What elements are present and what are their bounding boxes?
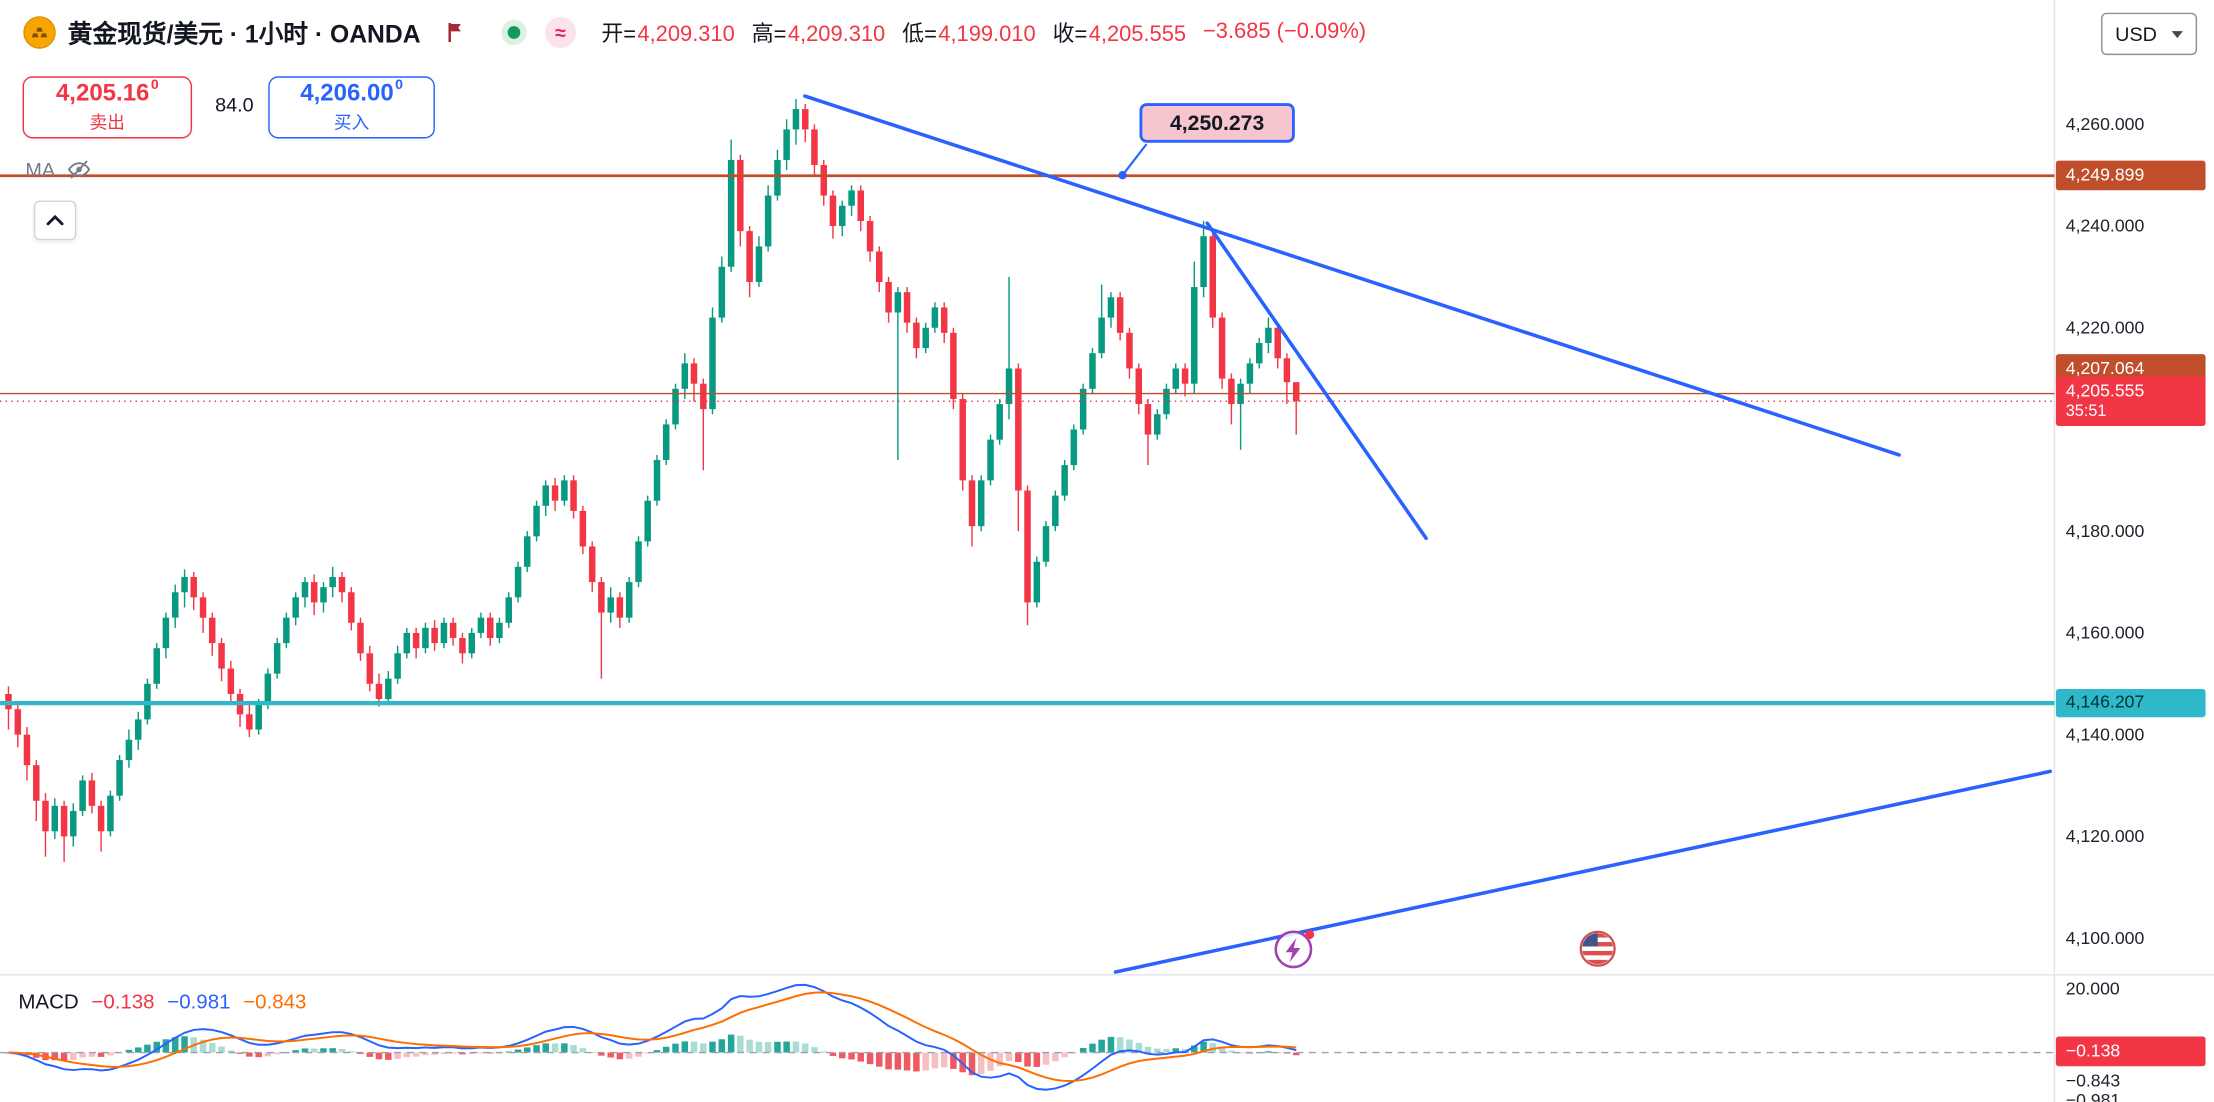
spread-value: 84.0 <box>215 93 254 116</box>
sell-button[interactable]: 4,205.160 卖出 <box>22 76 193 139</box>
flag-icon[interactable] <box>443 20 468 45</box>
pane-collapse-button[interactable] <box>33 200 77 241</box>
currency-dropdown[interactable]: USD <box>2101 12 2198 56</box>
chart-header: 黄金现货/美元 · 1小时 · OANDA ≈ 开=4,209.310 高=4,… <box>23 11 1366 53</box>
close-label: 收= <box>1052 22 1088 47</box>
open-value: 4,209.310 <box>637 22 735 47</box>
us-economic-event-icon[interactable] <box>1579 930 1617 968</box>
currency-value: USD <box>2115 22 2157 46</box>
close-pair: 收=4,205.555 <box>1053 17 1186 48</box>
ohlc-row: 开=4,209.310 高=4,209.310 低=4,199.010 收=4,… <box>601 17 1366 48</box>
buy-button[interactable]: 4,206.000 买入 <box>268 76 435 139</box>
low-label: 低= <box>902 22 937 47</box>
delayed-data-icon[interactable]: ≈ <box>544 16 576 49</box>
flash-event-icon[interactable] <box>1271 924 1319 972</box>
macd-layer <box>0 983 2055 1091</box>
high-pair: 高=4,209.310 <box>752 17 885 48</box>
low-pair: 低=4,199.010 <box>902 17 1035 48</box>
open-pair: 开=4,209.310 <box>601 17 734 48</box>
high-label: 高= <box>751 22 787 47</box>
sell-price: 4,205.160 <box>55 77 159 106</box>
eye-off-icon[interactable] <box>66 157 91 182</box>
buy-label: 买入 <box>333 113 370 134</box>
candles-layer <box>5 98 1300 862</box>
market-status-icon[interactable] <box>500 18 528 46</box>
buy-price: 4,206.000 <box>300 77 403 106</box>
macd-signal-value: −0.843 <box>243 991 307 1015</box>
trendlines-layer[interactable] <box>803 94 2052 974</box>
low-value: 4,199.010 <box>938 22 1036 47</box>
caret-down-icon <box>2171 30 2183 38</box>
chevron-up-icon <box>45 213 65 227</box>
ma-label: MA <box>25 158 56 181</box>
symbol-title[interactable]: 黄金现货/美元 · 1小时 · OANDA <box>67 19 421 48</box>
gold-coin-icon <box>23 16 57 50</box>
price-change: −3.685 (−0.09%) <box>1203 19 1367 44</box>
sell-label: 卖出 <box>89 113 125 134</box>
price-callout[interactable]: 4,250.273 <box>1139 103 1295 143</box>
open-label: 开= <box>601 22 637 47</box>
close-value: 4,205.555 <box>1088 22 1187 47</box>
macd-label: MACD <box>18 991 79 1015</box>
high-value: 4,209.310 <box>787 22 886 47</box>
macd-status-row[interactable]: MACD −0.138 −0.981 −0.843 <box>18 992 306 1015</box>
ma-indicator-row[interactable]: MA <box>25 157 91 182</box>
macd-line-value: −0.981 <box>167 991 231 1015</box>
macd-hist-value: −0.138 <box>91 991 155 1015</box>
